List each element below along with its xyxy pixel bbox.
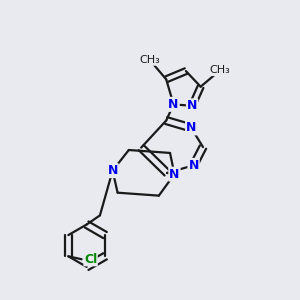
Text: N: N bbox=[169, 168, 180, 181]
Text: N: N bbox=[186, 122, 196, 134]
Text: N: N bbox=[187, 99, 197, 112]
Text: CH₃: CH₃ bbox=[140, 55, 160, 65]
Text: CH₃: CH₃ bbox=[209, 65, 230, 76]
Text: N: N bbox=[168, 98, 179, 111]
Text: Cl: Cl bbox=[84, 253, 97, 266]
Text: N: N bbox=[188, 159, 199, 172]
Text: N: N bbox=[107, 164, 118, 177]
